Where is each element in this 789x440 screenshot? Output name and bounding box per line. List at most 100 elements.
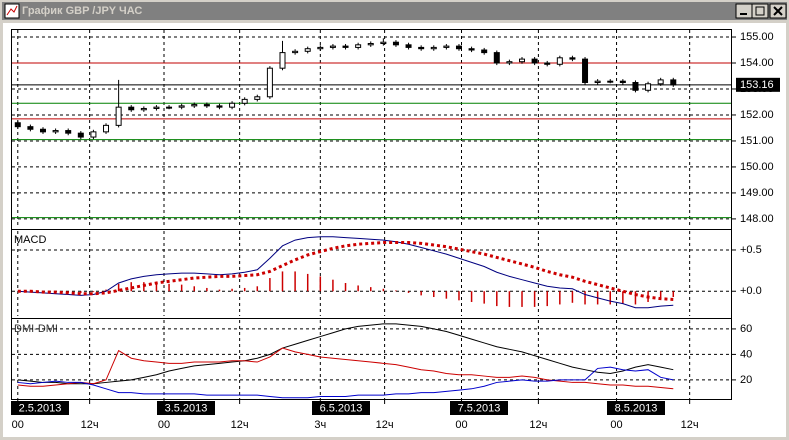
candle-body: [594, 80, 601, 83]
candle-body: [77, 132, 84, 138]
candle-body: [506, 61, 513, 64]
title-bar: [2, 2, 787, 20]
candle-body: [229, 102, 236, 108]
candle-body: [342, 45, 349, 48]
candle-body: [65, 130, 72, 134]
candle-body: [52, 130, 59, 133]
candle-body: [329, 45, 336, 48]
candle-body: [657, 79, 664, 85]
candle-body: [556, 57, 563, 65]
candle-body: [455, 45, 462, 50]
candle-body: [632, 81, 639, 91]
y-tick-label: 155.00: [740, 31, 774, 43]
x-tick-label: 12ч: [376, 419, 394, 431]
y-tick-label: 60: [740, 323, 752, 335]
x-tick-label: 12ч: [81, 419, 99, 431]
candle-body: [430, 46, 437, 50]
maximize-button[interactable]: [751, 3, 769, 19]
maximize-glyph: [755, 6, 765, 16]
minimize-button[interactable]: [735, 3, 753, 19]
x-tick-label: 3ч: [314, 419, 326, 431]
panel-title: MACD: [14, 234, 46, 246]
indicator-line: [17, 236, 674, 309]
x-tick-label: 12ч: [681, 419, 699, 431]
candle-body: [115, 106, 122, 126]
date-label: 3.5.2013: [165, 402, 208, 414]
x-tick-label: 00: [455, 419, 467, 431]
last-price-label: 153.16: [740, 79, 774, 91]
date-label: 6.5.2013: [320, 402, 363, 414]
date-label-box: [607, 401, 665, 415]
x-tick-label: 12ч: [231, 419, 249, 431]
plot-frame: [11, 29, 732, 400]
candle-body: [392, 41, 399, 46]
candle-body: [153, 106, 160, 109]
candle-body: [241, 98, 248, 104]
candle-body: [254, 96, 261, 100]
candle-body: [481, 49, 488, 54]
y-tick-label: 151.00: [740, 135, 774, 147]
date-label: 7.5.2013: [458, 402, 501, 414]
date-label-box: [312, 401, 370, 415]
candle-body: [317, 46, 324, 50]
x-tick-label: 00: [12, 419, 24, 431]
indicator-line: [17, 347, 674, 390]
window-icon-glyph: [6, 5, 18, 16]
date-label: 2.5.2013: [19, 402, 62, 414]
candle-body: [178, 105, 185, 108]
candle-body: [292, 50, 299, 54]
candle-body: [582, 58, 589, 83]
candle-body: [380, 41, 387, 45]
y-tick-label: 152.00: [740, 109, 774, 121]
candle-body: [443, 45, 450, 48]
candle-body: [39, 128, 46, 133]
close-glyph: [773, 6, 783, 16]
y-tick-label: 148.00: [740, 213, 774, 225]
y-tick-label: 154.00: [740, 57, 774, 69]
candle-body: [418, 46, 425, 50]
candle-body: [607, 80, 614, 83]
candle-body: [216, 105, 223, 108]
candle-body: [279, 52, 286, 69]
signal-line: [17, 241, 674, 301]
candle-body: [191, 104, 198, 107]
window-icon: [4, 3, 20, 19]
x-tick-label: 00: [610, 419, 622, 431]
candle-body: [90, 131, 97, 138]
window-controls[interactable]: [735, 3, 787, 19]
candle-body: [645, 83, 652, 91]
candle-body: [519, 58, 526, 63]
y-tick-label: 149.00: [740, 187, 774, 199]
date-label: 8.5.2013: [615, 402, 658, 414]
candle-body: [103, 124, 110, 133]
y-tick-label: +0.5: [740, 244, 762, 256]
window-title: График GBP /JPY ЧАС: [22, 5, 142, 17]
candle-body: [166, 106, 173, 109]
candle-body: [128, 106, 135, 111]
x-tick-label: 12ч: [529, 419, 547, 431]
date-label-box: [157, 401, 215, 415]
x-tick-label: 00: [158, 419, 170, 431]
candle-body: [544, 62, 551, 65]
candle-body: [468, 48, 475, 51]
candle-body: [531, 58, 538, 64]
candle-body: [203, 104, 210, 107]
candle-body: [140, 107, 147, 111]
y-tick-label: 150.00: [740, 161, 774, 173]
date-label-box: [450, 401, 508, 415]
y-tick-label: 20: [740, 374, 752, 386]
candle-body: [405, 44, 412, 48]
last-price-box: [736, 77, 780, 92]
candle-body: [304, 48, 311, 52]
candle-body: [355, 44, 362, 48]
candle-body: [493, 52, 500, 64]
candle-body: [619, 80, 626, 83]
candle-body: [266, 67, 273, 98]
y-tick-label: 40: [740, 348, 752, 360]
indicator-line: [17, 366, 674, 399]
candle-body: [670, 79, 677, 86]
y-tick-label: +0.0: [740, 285, 762, 297]
date-label-box: [11, 401, 69, 415]
